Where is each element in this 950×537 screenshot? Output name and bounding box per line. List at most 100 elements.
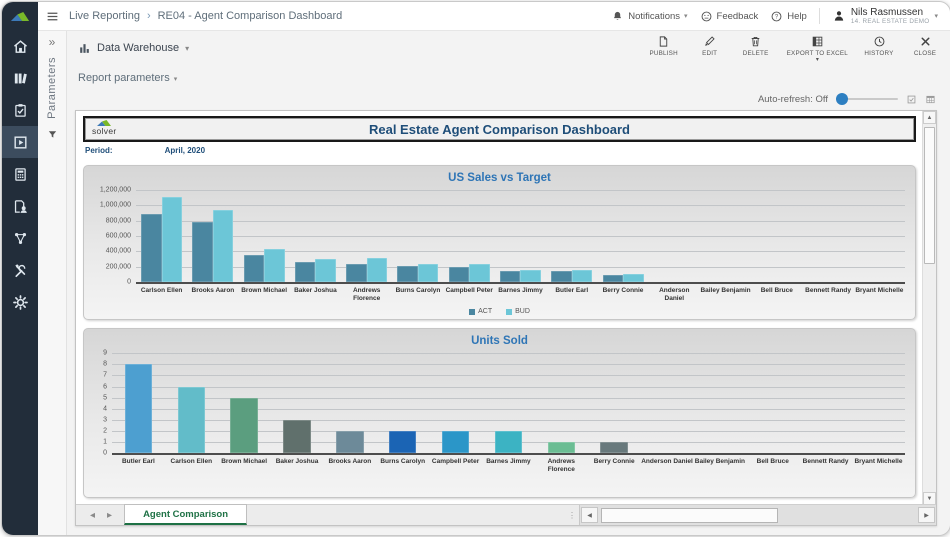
slider-knob[interactable] — [836, 93, 848, 105]
bar[interactable] — [551, 271, 572, 282]
sidebar-item-integrations[interactable] — [2, 222, 38, 254]
bar[interactable] — [442, 431, 469, 453]
bar[interactable] — [178, 387, 205, 454]
scrollbar-splitter[interactable]: ⋮ — [565, 505, 579, 525]
sidebar-item-home[interactable] — [2, 30, 38, 62]
legend-item: ACT — [469, 308, 492, 315]
help-button[interactable]: ? Help — [770, 10, 807, 23]
chevron-down-icon: ▾ — [684, 12, 688, 20]
bar[interactable] — [469, 264, 490, 282]
x-label: Campbell Peter — [444, 284, 495, 303]
toolbar-actions: PUBLISH EDIT DELETE EXPORT TO EXCEL▾ HIS… — [649, 35, 940, 62]
edit-button[interactable]: EDIT — [695, 35, 725, 57]
sheet-prev-button[interactable]: ◂ — [90, 510, 95, 521]
bar[interactable] — [264, 249, 285, 282]
bar[interactable] — [495, 431, 522, 453]
x-label: Barnes Jimmy — [495, 284, 546, 303]
bar[interactable] — [295, 262, 316, 282]
chart-us-sales-vs-target: US Sales vs Target1,200,0001,000,000800,… — [83, 165, 916, 320]
menu-icon[interactable] — [46, 11, 59, 22]
delete-button[interactable]: DELETE — [741, 35, 771, 57]
data-warehouse-selector[interactable]: Data Warehouse ▾ — [78, 42, 189, 55]
bar[interactable] — [367, 258, 388, 282]
x-label: Berry Connie — [597, 284, 648, 303]
sidebar-item-settings[interactable] — [2, 286, 38, 318]
bar[interactable] — [572, 270, 593, 282]
bar[interactable] — [315, 259, 336, 282]
x-axis-labels: Butler EarlCarlson EllenBrown MichaelBak… — [112, 455, 905, 474]
expand-parameters-button[interactable]: » — [49, 30, 56, 57]
bar[interactable] — [520, 270, 541, 282]
vertical-scrollbar[interactable]: ▲ ▼ — [922, 111, 936, 505]
sidebar-item-library[interactable] — [2, 62, 38, 94]
scroll-left-button[interactable]: ◀ — [581, 507, 598, 523]
sidebar-item-budgeting[interactable] — [2, 158, 38, 190]
auto-refresh-slider[interactable] — [836, 93, 898, 105]
chart-legend: ACT BUD — [84, 303, 915, 319]
bar[interactable] — [548, 442, 575, 453]
solver-logo[interactable] — [2, 2, 38, 30]
close-button[interactable]: CLOSE — [910, 35, 940, 57]
sidebar-item-administration[interactable] — [2, 254, 38, 286]
user-menu[interactable]: Nils Rasmussen 14. Real Estate Demo ▾ — [832, 7, 938, 25]
report-parameters-toggle[interactable]: Report parameters▾ — [78, 72, 177, 84]
legend-swatch — [469, 309, 475, 315]
sheet-tab-agent-comparison[interactable]: Agent Comparison — [124, 504, 247, 525]
x-axis-labels: Carlson EllenBrooks AaronBrown MichaelBa… — [136, 284, 905, 303]
horizontal-scroll-track[interactable] — [599, 508, 917, 522]
bar[interactable] — [283, 420, 310, 453]
topbar-divider — [819, 8, 820, 24]
bar-group — [751, 190, 802, 282]
bar-group — [495, 190, 546, 282]
x-label: Baker Joshua — [290, 284, 341, 303]
bar-group — [187, 190, 238, 282]
bar-group — [588, 353, 641, 453]
bar[interactable] — [346, 264, 367, 282]
topbar: Live Reporting › RE04 - Agent Comparison… — [38, 2, 950, 31]
export-to-excel-button[interactable]: EXPORT TO EXCEL▾ — [787, 35, 848, 62]
vertical-scroll-thumb[interactable] — [924, 127, 935, 264]
bar[interactable] — [244, 255, 265, 282]
sidebar-item-tasks[interactable] — [2, 94, 38, 126]
publish-button[interactable]: PUBLISH — [649, 35, 679, 57]
topbar-right: Notifications ▾ Feedback ? Help Nils Ras… — [611, 7, 950, 25]
breadcrumb-live-reporting[interactable]: Live Reporting — [69, 10, 140, 22]
bar[interactable] — [603, 275, 624, 282]
bar[interactable] — [397, 266, 418, 282]
chart-title: Units Sold — [84, 329, 915, 351]
x-label: Brooks Aaron — [187, 284, 238, 303]
period-value: April, 2020 — [165, 146, 205, 155]
bar[interactable] — [141, 214, 162, 282]
clock-icon — [873, 35, 886, 48]
notifications-button[interactable]: Notifications ▾ — [611, 10, 687, 23]
bar[interactable] — [125, 364, 152, 453]
bar[interactable] — [623, 274, 644, 282]
table-view-icon[interactable] — [925, 94, 936, 105]
sidebar-item-live-reporting[interactable] — [2, 126, 38, 158]
bar[interactable] — [336, 431, 363, 453]
bar[interactable] — [600, 442, 627, 453]
bar[interactable] — [418, 264, 439, 282]
bar[interactable] — [213, 210, 234, 282]
connections-icon — [12, 230, 29, 247]
bar-group — [535, 353, 588, 453]
svg-text:?: ? — [775, 14, 779, 20]
legend-item: BUD — [506, 308, 530, 315]
horizontal-scrollbar[interactable]: ◀ ▶ — [579, 505, 936, 525]
bar[interactable] — [230, 398, 257, 454]
horizontal-scroll-thumb[interactable] — [601, 508, 778, 523]
scroll-up-button[interactable]: ▲ — [923, 111, 936, 124]
bar[interactable] — [500, 271, 521, 283]
bar[interactable] — [162, 197, 183, 282]
chart-title: US Sales vs Target — [84, 166, 915, 188]
history-button[interactable]: HISTORY — [864, 35, 894, 57]
sheet-next-button[interactable]: ▸ — [107, 510, 112, 521]
scroll-right-button[interactable]: ▶ — [918, 507, 935, 523]
bar[interactable] — [389, 431, 416, 453]
bar[interactable] — [449, 267, 470, 282]
bar[interactable] — [192, 222, 213, 282]
sidebar-item-document-user[interactable] — [2, 190, 38, 222]
checkbox-icon[interactable] — [906, 94, 917, 105]
feedback-button[interactable]: Feedback — [700, 10, 759, 23]
bar-group — [429, 353, 482, 453]
